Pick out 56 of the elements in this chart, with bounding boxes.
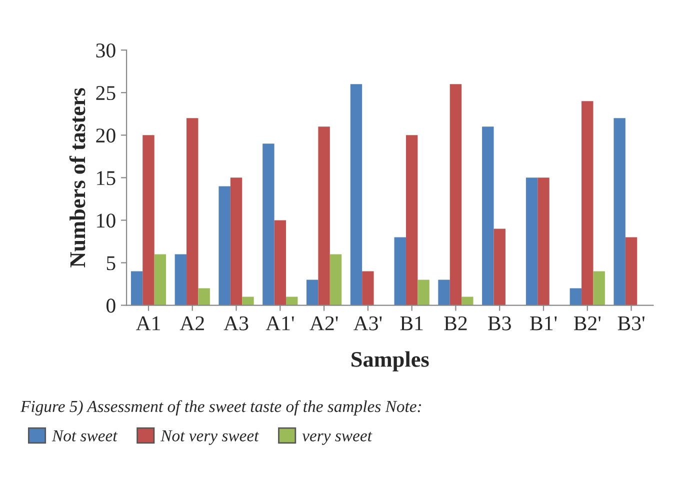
x-tick-label: B1' [530,316,557,330]
bar [582,101,594,306]
bar [262,144,274,306]
legend-label: very sweet [302,432,372,445]
x-tick-label: B3' [618,316,644,330]
y-tick-label: 15 [97,171,116,186]
y-tick-label: 0 [106,298,116,313]
bar [362,271,374,306]
y-tick-label: 30 [96,43,116,58]
bar [418,280,430,306]
bar [318,126,330,306]
x-tick-label: B1 [400,316,423,330]
y-tick-label: 20 [96,128,116,143]
bar [186,118,198,306]
bar [625,237,638,306]
bar [130,271,143,306]
bar [406,135,418,306]
bar [306,280,318,306]
y-tick-label: 5 [106,256,116,270]
bar [450,84,462,306]
bar [462,296,474,306]
bar [218,186,230,306]
x-tick-label: A2' [310,316,338,330]
x-tick-label: B2 [444,316,467,330]
bar [570,288,582,306]
bar [274,220,286,306]
x-tick-label: A2 [180,316,204,330]
y-axis-title: Numbers of tasters [69,88,86,268]
bar [438,280,450,306]
x-tick-label: B2' [574,316,601,330]
x-tick-label: A1' [266,316,294,330]
bar [538,178,550,306]
bar [242,296,254,306]
x-axis-title: Samples [352,351,429,372]
legend-label: Not sweet [52,430,118,442]
bar [230,178,242,306]
bar [593,271,605,306]
y-tick-label: 10 [97,214,116,228]
bar [142,135,154,306]
bar [350,84,362,306]
x-tick-label: B3 [488,316,511,330]
bar [614,118,626,306]
bar [394,237,406,306]
bar [198,288,210,306]
bar [494,228,506,306]
x-tick-label: A1 [136,316,160,330]
bar [174,254,187,306]
y-tick-label: 25 [96,86,116,100]
bar [526,178,538,306]
caption: Figure 5) Assessment of the sweet taste of the samples Note: [20,400,422,416]
bar [330,254,342,306]
x-tick-label: A3 [224,316,248,330]
x-tick-label: A3' [354,316,382,330]
bar [154,254,166,306]
bar [482,126,494,306]
legend-label: Not very sweet [160,430,260,445]
